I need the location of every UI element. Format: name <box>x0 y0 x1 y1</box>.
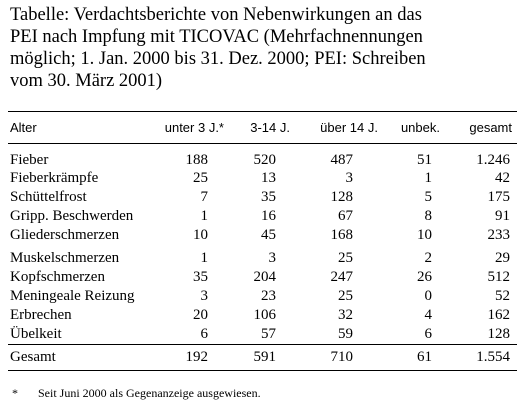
footnote-text: Seit Juni 2000 als Gegenanzeige ausgewie… <box>38 386 261 400</box>
row-label: Erbrechen <box>10 307 72 323</box>
row-label: Gliederschmerzen <box>10 227 120 243</box>
cell-value: 247 <box>330 269 354 285</box>
cell-value: 20 <box>193 307 208 323</box>
rule <box>8 143 517 144</box>
cell-value: 175 <box>487 189 511 205</box>
cell-value: 1 <box>200 250 209 266</box>
cell-value: 57 <box>261 326 276 342</box>
row-label: Fieberkrämpfe <box>10 170 99 186</box>
cell-value: 1.554 <box>476 349 510 365</box>
cell-value: 1 <box>200 208 209 224</box>
cell-value: 8 <box>424 208 433 224</box>
cell-value: 5 <box>424 189 433 205</box>
row-label: Übelkeit <box>10 326 62 342</box>
cell-value: 6 <box>200 326 209 342</box>
cell-value: 10 <box>417 227 432 243</box>
cell-value: 25 <box>193 170 208 186</box>
footnote-marker: * <box>12 386 18 400</box>
cell-value: 16 <box>261 208 276 224</box>
cell-value: 10 <box>193 227 208 243</box>
cell-value: 2 <box>424 250 433 266</box>
column-header: über 14 J. <box>320 120 378 135</box>
cell-value: 32 <box>338 307 353 323</box>
cell-value: 7 <box>200 189 209 205</box>
column-header: unbek. <box>400 120 440 135</box>
cell-value: 3 <box>268 250 277 266</box>
rule <box>8 111 517 112</box>
cell-value: 52 <box>495 288 510 304</box>
cell-value: 23 <box>261 288 276 304</box>
cell-value: 25 <box>338 288 353 304</box>
cell-value: 0 <box>424 288 433 304</box>
title-line: möglich; 1. Jan. 2000 bis 31. Dez. 2000;… <box>10 49 426 69</box>
cell-value: 42 <box>495 170 510 186</box>
cell-value: 4 <box>424 307 433 323</box>
row-label: Schüttelfrost <box>10 189 87 205</box>
row-label: Gesamt <box>10 349 56 365</box>
cell-value: 6 <box>424 326 433 342</box>
cell-value: 162 <box>487 307 511 323</box>
title-line: PEI nach Impfung mit TICOVAC (Mehrfachne… <box>10 27 423 47</box>
cell-value: 45 <box>261 227 276 243</box>
cell-value: 233 <box>487 227 511 243</box>
cell-value: 188 <box>185 152 209 168</box>
rule <box>8 370 517 371</box>
cell-value: 168 <box>330 227 354 243</box>
cell-value: 26 <box>417 269 432 285</box>
cell-value: 106 <box>253 307 277 323</box>
title-line: vom 30. März 2001) <box>10 71 163 91</box>
cell-value: 512 <box>487 269 511 285</box>
row-label: Muskelschmerzen <box>10 250 120 266</box>
cell-value: 25 <box>338 250 353 266</box>
row-label: Meningeale Reizung <box>10 288 135 304</box>
column-header: 3-14 J. <box>250 120 290 135</box>
title-line: Tabelle: Verdachtsberichte von Nebenwirk… <box>10 5 422 25</box>
cell-value: 1 <box>424 170 433 186</box>
cell-value: 128 <box>487 326 511 342</box>
column-header: gesamt <box>469 120 512 135</box>
cell-value: 13 <box>261 170 276 186</box>
cell-value: 710 <box>330 349 354 365</box>
row-label: Gripp. Beschwerden <box>10 208 134 224</box>
cell-value: 591 <box>253 349 277 365</box>
cell-value: 91 <box>495 208 510 224</box>
cell-value: 1.246 <box>476 152 510 168</box>
cell-value: 204 <box>253 269 277 285</box>
cell-value: 61 <box>417 349 432 365</box>
cell-value: 29 <box>495 250 510 266</box>
cell-value: 3 <box>200 288 209 304</box>
cell-value: 3 <box>345 170 354 186</box>
cell-value: 67 <box>338 208 353 224</box>
rule <box>8 344 517 345</box>
cell-value: 128 <box>330 189 354 205</box>
cell-value: 520 <box>253 152 277 168</box>
column-header: Alter <box>10 120 37 135</box>
cell-value: 51 <box>417 152 432 168</box>
cell-value: 35 <box>193 269 208 285</box>
cell-value: 487 <box>330 152 354 168</box>
cell-value: 192 <box>185 349 209 365</box>
row-label: Kopfschmerzen <box>10 269 105 285</box>
cell-value: 35 <box>261 189 276 205</box>
row-label: Fieber <box>10 152 49 168</box>
cell-value: 59 <box>338 326 353 342</box>
column-header: unter 3 J.* <box>164 120 224 135</box>
